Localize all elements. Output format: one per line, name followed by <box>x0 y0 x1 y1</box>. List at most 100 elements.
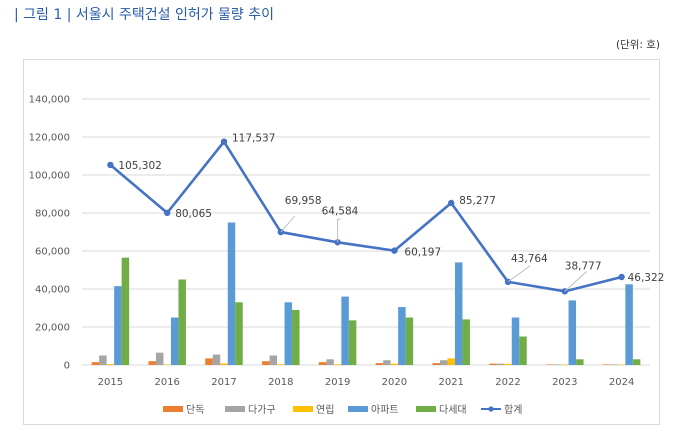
bar-단독-2024 <box>602 364 611 365</box>
legend-marker <box>488 406 494 412</box>
bar-아파트-2023 <box>568 300 577 365</box>
label-leader-line <box>507 265 531 283</box>
bar-다가구-2020 <box>383 360 391 365</box>
x-tick-label: 2024 <box>609 377 634 388</box>
data-label: 64,584 <box>322 205 359 217</box>
bar-다가구-2021 <box>439 360 448 365</box>
bar-단독-2019 <box>318 362 327 365</box>
bar-아파트-2021 <box>454 262 463 365</box>
label-leader-line <box>564 270 588 292</box>
x-tick-label: 2023 <box>552 377 577 388</box>
bar-다가구-2022 <box>496 363 505 365</box>
data-label: 80,065 <box>175 208 212 220</box>
line-point <box>448 199 455 207</box>
bar-단독-2018 <box>262 361 270 365</box>
bar-연립-2024 <box>617 364 626 366</box>
bar-아파트-2017 <box>227 222 236 365</box>
y-tick-label: 100,000 <box>29 171 70 182</box>
line-point <box>391 247 398 254</box>
bar-단독-2022 <box>489 363 497 365</box>
data-label: 85,277 <box>459 195 496 207</box>
bar-연립-2019 <box>333 364 342 365</box>
bar-다세대-2022 <box>519 336 527 365</box>
bar-아파트-2016 <box>170 317 179 365</box>
line-point <box>164 209 171 217</box>
bar-다세대-2019 <box>348 320 357 365</box>
bar-단독-2017 <box>205 358 213 365</box>
x-tick-label: 2016 <box>154 377 179 388</box>
x-tick-label: 2020 <box>382 377 407 388</box>
bar-아파트-2024 <box>625 284 633 365</box>
bar-다세대-2017 <box>235 302 243 365</box>
bar-연립-2021 <box>447 358 455 365</box>
bar-연립-2016 <box>163 364 171 365</box>
legend-label: 다가구 <box>248 404 276 416</box>
bar-다가구-2024 <box>610 364 618 365</box>
legend-label: 다세대 <box>439 404 467 416</box>
y-tick-label: 120,000 <box>29 133 70 144</box>
bar-연립-2023 <box>561 364 569 366</box>
bar-다세대-2018 <box>292 309 300 365</box>
x-axis-labels: 2015 2016 2017 2018 2019 2020 2021 2022 2023 2024 <box>98 377 635 388</box>
bar-다가구-2023 <box>553 364 562 365</box>
label-leader-line <box>280 215 296 233</box>
bar-단독-2021 <box>432 363 440 365</box>
gridlines <box>82 98 650 366</box>
y-tick-label: 20,000 <box>35 323 70 334</box>
bar-다가구-2016 <box>155 352 164 365</box>
y-axis-labels: 0 20,000 40,000 60,000 80,000 100,000 120,000 1… <box>29 95 70 372</box>
legend-label: 단독 <box>186 404 204 416</box>
x-tick-label: 2022 <box>495 377 520 388</box>
x-tick-label: 2019 <box>325 377 350 388</box>
bar-다세대-2015 <box>121 257 130 365</box>
bar-다가구-2019 <box>326 359 334 365</box>
unit-label: (단위: 호) <box>615 39 660 51</box>
y-tick-label: 140,000 <box>29 95 70 106</box>
line-point <box>220 138 228 145</box>
data-label: 117,537 <box>232 133 275 145</box>
bar-다가구-2017 <box>212 354 221 365</box>
x-tick-label: 2015 <box>98 377 123 388</box>
bar-아파트-2018 <box>284 302 293 365</box>
legend-swatch <box>293 406 313 412</box>
legend-label: 아파트 <box>371 404 399 416</box>
line-point <box>107 161 114 169</box>
legend-swatch <box>416 406 436 412</box>
bar-다가구-2018 <box>269 355 278 365</box>
bar-단독-2016 <box>148 361 156 365</box>
bar-다세대-2016 <box>178 279 186 365</box>
data-label: 69,958 <box>285 195 322 207</box>
bar-아파트-2019 <box>341 296 349 365</box>
x-tick-label: 2017 <box>211 377 236 388</box>
y-tick-label: 60,000 <box>35 247 70 258</box>
data-label: 43,764 <box>511 253 548 265</box>
bar-아파트-2015 <box>114 286 122 365</box>
y-tick-label: 40,000 <box>35 285 70 296</box>
line-total <box>109 140 622 293</box>
bar-단독-2020 <box>375 363 384 365</box>
bar-다가구-2015 <box>99 355 107 365</box>
legend-label: 연립 <box>316 403 334 416</box>
bar-다세대-2021 <box>462 319 470 365</box>
bar-연립-2020 <box>390 363 399 365</box>
bar-연립-2017 <box>220 363 228 365</box>
legend-swatch <box>348 406 368 412</box>
y-tick-label: 80,000 <box>35 209 70 220</box>
bars <box>91 222 641 366</box>
legend-swatch <box>163 406 183 412</box>
y-tick-label: 0 <box>64 361 70 372</box>
bar-다세대-2020 <box>405 317 414 365</box>
bar-아파트-2020 <box>398 307 406 365</box>
legend: 단독 다가구 연립 아파트 다세대 합계 <box>163 403 522 416</box>
data-label: 38,777 <box>565 260 602 272</box>
bar-다세대-2024 <box>632 359 641 365</box>
bar-연립-2015 <box>106 364 115 365</box>
data-label: 105,302 <box>118 160 161 172</box>
bar-연립-2018 <box>277 364 285 365</box>
data-label: 60,197 <box>404 247 441 259</box>
bar-연립-2022 <box>504 363 512 365</box>
x-tick-label: 2021 <box>438 377 463 388</box>
line-point <box>618 273 625 281</box>
bar-아파트-2022 <box>511 317 520 365</box>
